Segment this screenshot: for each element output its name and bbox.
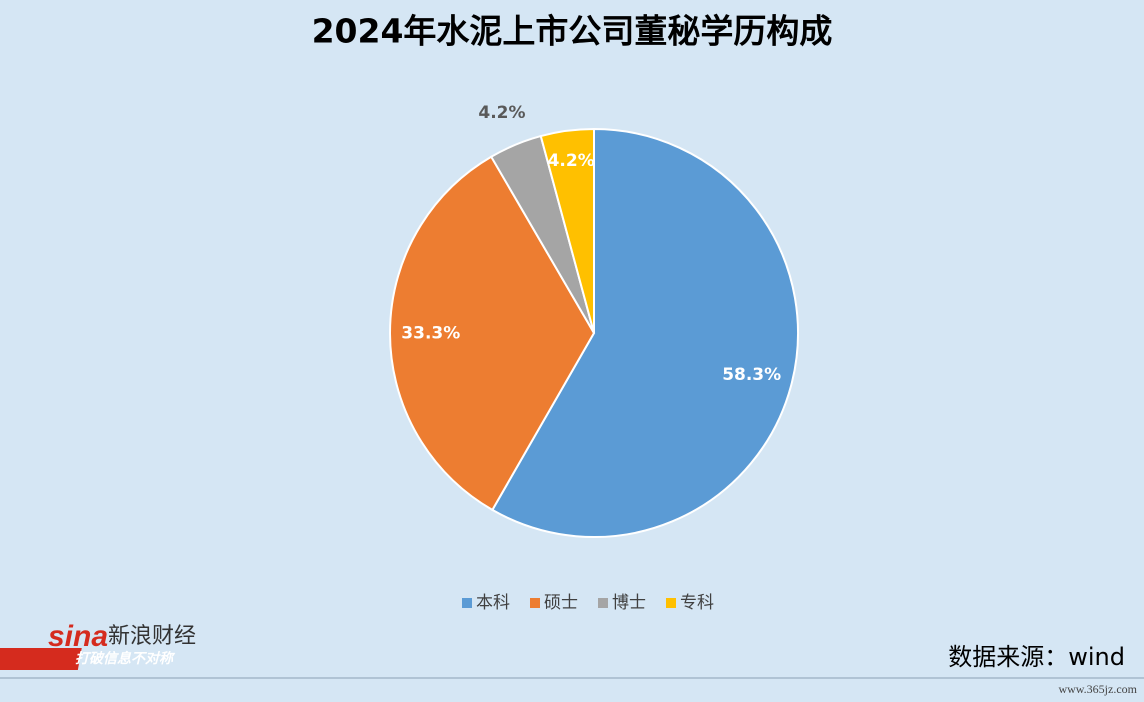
legend-label: 硕士 xyxy=(544,593,578,613)
data-label: 4.2% xyxy=(478,103,525,123)
slogan: 打破信息不对称 xyxy=(75,650,176,667)
legend-swatch xyxy=(530,598,540,608)
watermark: www.365jz.com xyxy=(1058,682,1137,696)
legend-label: 本科 xyxy=(476,593,510,613)
source: 数据来源：wind xyxy=(948,643,1125,671)
data-label: 58.3% xyxy=(722,365,781,385)
slogan-badge xyxy=(0,648,82,670)
legend-label: 博士 xyxy=(612,593,646,613)
pie-slice xyxy=(539,127,595,334)
legend-label: 专科 xyxy=(680,593,714,613)
legend-swatch xyxy=(666,598,676,608)
chart-title: 2024年水泥上市公司董秘学历构成 xyxy=(312,12,833,51)
pie-slice xyxy=(491,127,800,538)
logo-name: 新浪财经 xyxy=(108,624,196,649)
legend-swatch xyxy=(598,598,608,608)
logo: sina xyxy=(48,620,108,653)
data-label: 33.3% xyxy=(401,324,460,344)
pie-slice xyxy=(389,155,596,512)
legend-swatch xyxy=(462,598,472,608)
data-label: 4.2% xyxy=(548,151,595,171)
